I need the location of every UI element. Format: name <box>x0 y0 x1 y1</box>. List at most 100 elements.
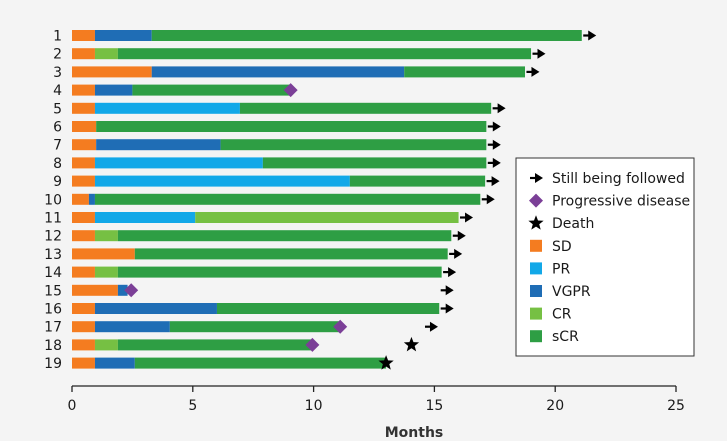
patient-row-1 <box>72 30 582 41</box>
patient-row-3 <box>72 66 525 78</box>
bar-segment-4-vgpr <box>94 84 133 96</box>
legend-swatch-pr <box>530 262 542 275</box>
legend-swatch-scr <box>530 330 542 343</box>
bar-segment-7-sd <box>72 139 97 151</box>
row-label-4: 4 <box>53 83 62 99</box>
patient-row-14 <box>72 266 442 278</box>
bar-segment-19-vgpr <box>94 357 135 369</box>
row-label-2: 2 <box>53 47 62 63</box>
bar-segment-2-scr <box>117 48 532 60</box>
bar-segment-16-vgpr <box>94 303 217 314</box>
row-label-16: 16 <box>44 302 62 318</box>
patient-row-9 <box>72 175 486 187</box>
row-label-11: 11 <box>44 211 62 227</box>
marker-16-arrow <box>440 303 454 314</box>
legend-item-vgpr: VGPR <box>530 284 591 300</box>
bar-segment-2-cr <box>94 48 118 60</box>
row-label-6: 6 <box>53 120 62 136</box>
bar-segment-10-scr <box>94 193 481 205</box>
legend: Still being followed Progressive disease D… <box>515 157 695 357</box>
marker-2-arrow <box>532 48 546 59</box>
bar-segment-5-pr <box>94 102 240 114</box>
row-label-1: 1 <box>53 29 62 45</box>
marker-18-diamond <box>305 337 320 352</box>
bar-segment-17-sd <box>72 321 95 333</box>
legend-label: Progressive disease <box>552 194 690 210</box>
bar-segment-4-scr <box>132 84 290 96</box>
bar-segment-1-vgpr <box>94 30 152 41</box>
bar-segment-3-scr <box>404 66 525 78</box>
legend-swatch-vgpr <box>530 285 542 297</box>
row-label-14: 14 <box>44 265 62 281</box>
bar-segment-18-cr <box>94 339 118 351</box>
bar-segment-17-scr <box>169 321 339 333</box>
legend-item-arrow: Still being followed <box>530 171 685 187</box>
bar-segment-3-vgpr <box>151 66 405 78</box>
patient-row-8 <box>72 157 487 169</box>
legend-item-star: Death <box>528 215 594 232</box>
legend-arrow <box>530 173 543 183</box>
marker-17-extra-arrow <box>424 321 438 332</box>
bar-segment-4-sd <box>72 84 95 96</box>
x-tick-label-10: 10 <box>305 398 323 414</box>
x-tick-label-5: 5 <box>188 398 197 414</box>
legend-item-sd: SD <box>530 239 572 255</box>
marker-10-arrow <box>481 194 495 205</box>
bars-layer <box>72 30 582 369</box>
bar-segment-5-sd <box>72 102 95 114</box>
bar-segment-11-cr <box>195 212 459 223</box>
bar-segment-16-sd <box>72 303 95 314</box>
bar-segment-12-scr <box>117 230 452 242</box>
x-tick-label-15: 15 <box>425 398 443 414</box>
bar-segment-12-cr <box>94 230 118 242</box>
bar-segment-18-sd <box>72 339 95 351</box>
legend-label: CR <box>552 307 572 323</box>
bar-segment-14-scr <box>117 266 442 278</box>
marker-4-diamond <box>283 83 298 98</box>
marker-7-arrow <box>487 139 501 150</box>
patient-row-16 <box>72 303 440 314</box>
x-axis: 0 5 10 15 20 25 <box>68 385 685 414</box>
legend-item-diamond: Progressive disease <box>529 193 690 210</box>
patient-row-12 <box>72 230 452 242</box>
bar-segment-1-sd <box>72 30 95 41</box>
bar-segment-16-scr <box>216 303 440 314</box>
bar-segment-2-sd <box>72 48 95 60</box>
patient-row-10 <box>72 193 481 205</box>
row-label-7: 7 <box>53 138 62 154</box>
bar-segment-13-sd <box>72 248 135 260</box>
row-label-8: 8 <box>53 156 62 172</box>
bar-segment-9-scr <box>349 175 486 187</box>
patient-row-13 <box>72 248 448 260</box>
legend-label: SD <box>552 239 572 255</box>
marker-6-arrow <box>487 121 501 132</box>
bar-segment-13-scr <box>134 248 448 260</box>
legend-label: sCR <box>552 329 579 345</box>
bar-segment-18-scr <box>117 339 313 351</box>
patient-row-18 <box>72 339 313 351</box>
bar-segment-12-sd <box>72 230 95 242</box>
bar-segment-6-scr <box>96 121 487 132</box>
legend-box <box>515 157 695 357</box>
marker-1-arrow <box>583 30 597 41</box>
row-label-5: 5 <box>53 101 62 117</box>
patient-row-7 <box>72 139 487 151</box>
markers-layer <box>124 30 597 370</box>
bar-segment-10-sd <box>72 193 89 205</box>
bar-segment-8-scr <box>262 157 487 169</box>
bar-segment-10-vgpr <box>88 193 95 205</box>
bar-segment-1-scr <box>151 30 582 41</box>
row-label-13: 13 <box>44 247 62 263</box>
marker-15-extra-arrow <box>440 285 454 296</box>
patient-row-2 <box>72 48 532 60</box>
row-label-15: 15 <box>44 283 62 299</box>
row-label-12: 12 <box>44 229 62 245</box>
legend-label: VGPR <box>552 284 591 300</box>
bar-segment-5-scr <box>239 102 492 114</box>
x-tick-label-0: 0 <box>68 398 77 414</box>
bar-segment-8-pr <box>94 157 263 169</box>
bar-segment-7-scr <box>220 139 487 151</box>
bar-segment-3-sd <box>72 66 152 78</box>
